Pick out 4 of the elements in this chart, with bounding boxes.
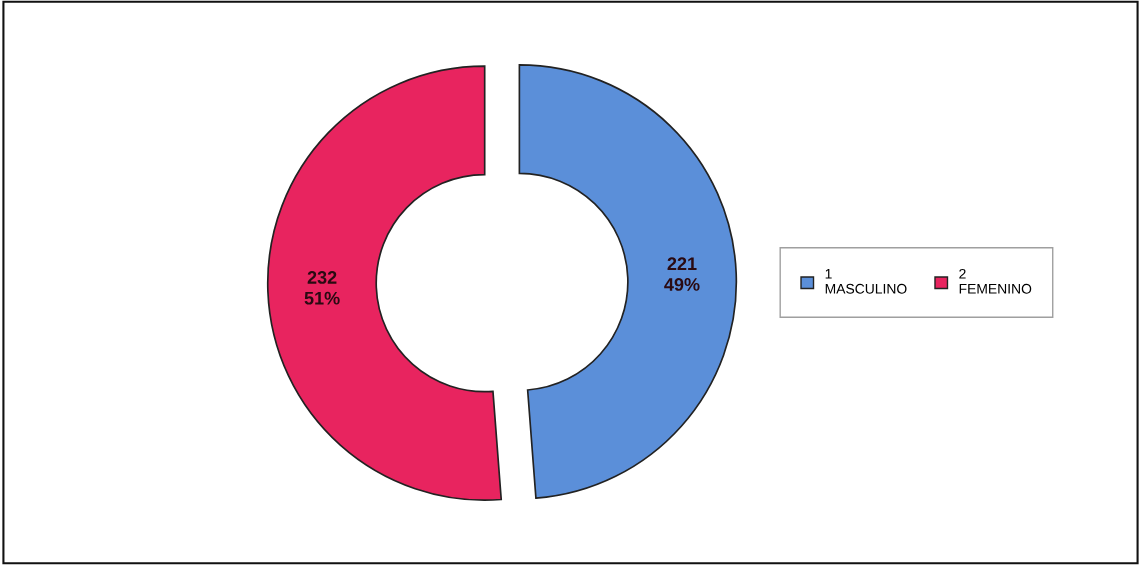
legend-label: 2 FEMENINO [959,268,1032,294]
legend-label: 1 MASCULINO [825,269,907,294]
data-label: 232 51% [304,271,340,305]
data-label: 221 49% [664,257,700,291]
